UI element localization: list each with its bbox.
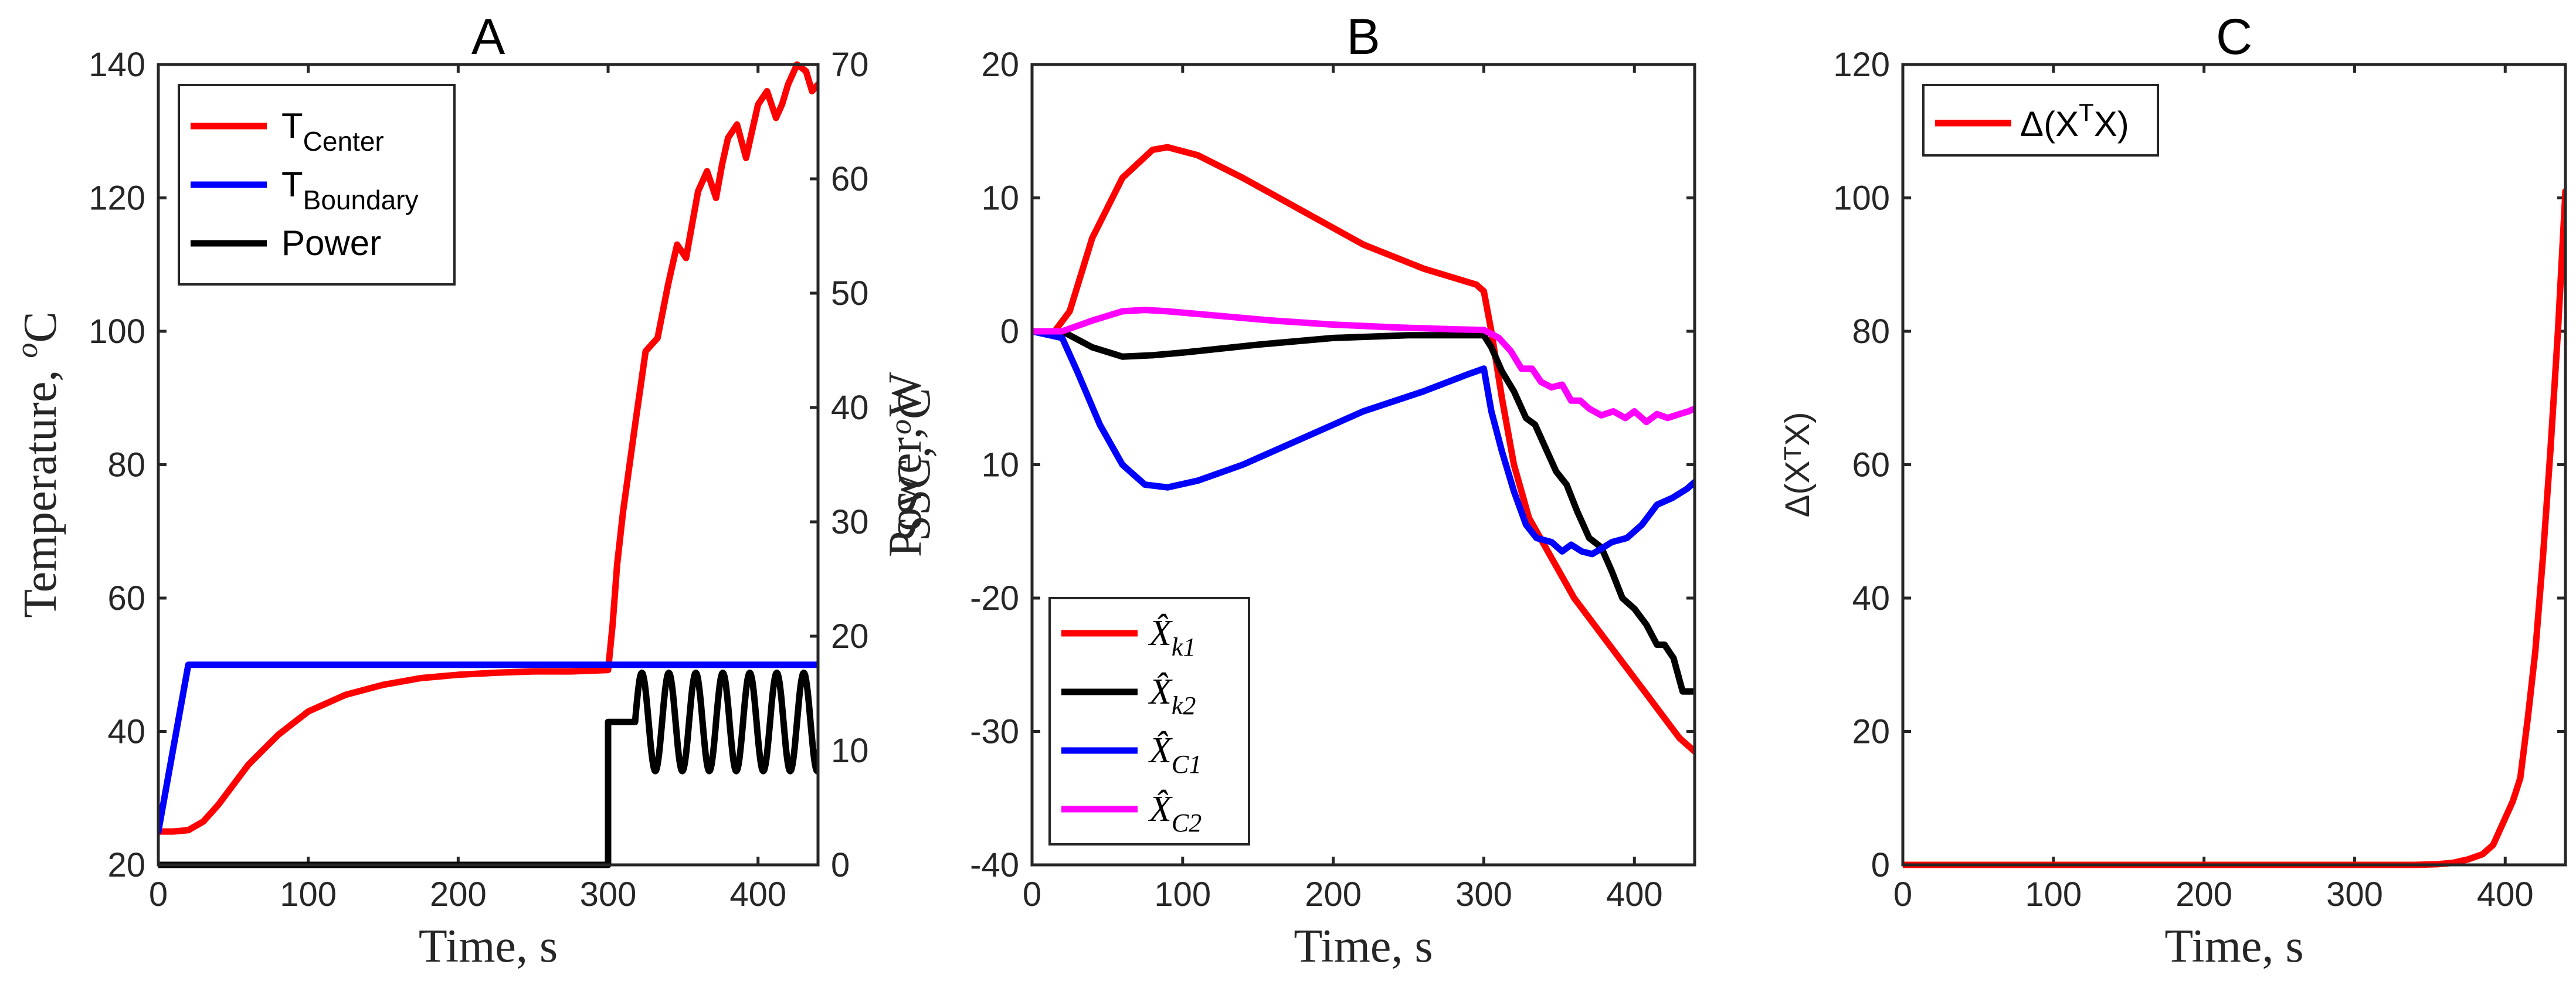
y-tick-label: 80 [107,446,145,484]
y-tick-label: 60 [107,579,145,617]
panel-a: 0 100 200 300 400 20 40 60 80 100 120 140 0 10 20 30 40 5… [11,9,931,972]
legend-label: X̂k1 [1148,613,1196,661]
legend-label: X̂C2 [1148,789,1202,837]
x-tick-label: 200 [430,875,487,914]
legend: X̂k1 X̂k2 X̂C1 X̂C2 [1048,597,1250,846]
series-line-t-center [158,61,818,835]
y-tick-label: 120 [1833,46,1890,84]
x-tick-label: 0 [149,875,168,914]
y-tick-label: 20 [981,46,1019,84]
y-tick-label: 10 [981,179,1019,218]
x-tick-label: 400 [1606,875,1663,914]
y-tick-label: 20 [107,846,145,884]
y-tick-label: 60 [1852,446,1890,484]
axes-box [1901,63,2567,867]
x-tick-label: 300 [2326,875,2383,914]
y2-axis-label: Power, W [880,372,931,557]
y-tick-label: 100 [1833,179,1890,218]
y-tick-label: -40 [970,846,1019,884]
legend-label: X̂C1 [1148,731,1202,779]
y-tick-label: 40 [107,713,145,751]
legend-box [178,84,456,286]
y2-tick-label: 0 [831,846,850,884]
y-tick-label: -30 [970,713,1019,751]
series-line-power [158,669,818,868]
x-tick-label: 100 [1154,875,1211,914]
legend: Δ(XTX) [1922,84,2159,157]
x-tick-label: 300 [1455,875,1512,914]
x-tick-label: 400 [729,875,786,914]
y-axis-label: Temperature, oC [11,311,66,617]
series-line-t-boundary [158,661,818,835]
legend-label: Power [281,223,381,263]
y-tick-label: 0 [1871,846,1890,884]
series-line-x-c2 [1032,307,1695,426]
panel-title: A [471,9,505,65]
y2-tick-label: 10 [831,732,869,770]
y-tick-label: 0 [1000,313,1019,351]
y-tick-label: 10 [981,446,1019,484]
x-tick-label: 0 [1023,875,1041,914]
x-axis-label: Time, s [419,921,558,972]
y-tick-label: -20 [970,579,1019,617]
legend-label: Δ(XTX) [2020,99,2129,144]
x-tick-label: 200 [2175,875,2232,914]
panel-c: 0 100 200 300 400 0 20 40 60 80 100 120 C Time, s Δ(Xᵀ… [1779,9,2567,972]
x-tick-label: 100 [280,875,337,914]
y2-tick-label: 40 [831,389,869,427]
x-axis-label: Time, s [2164,921,2303,972]
y2-tick-label: 60 [831,160,869,198]
x-tick-label: 200 [1305,875,1362,914]
y2-tick-label: 20 [831,617,869,656]
y-tick-label: 80 [1852,313,1890,351]
y2-tick-label: 50 [831,274,869,313]
y2-tick-label: 30 [831,503,869,541]
series-line-x-c1 [1032,328,1695,558]
y-tick-label: 40 [1852,579,1890,617]
legend-label: TBoundary [281,165,419,215]
x-tick-label: 100 [2025,875,2082,914]
x-axis-label: Time, s [1294,921,1433,972]
legend: TCenter TBoundary Power [178,84,456,286]
series-line-x-k2 [1032,328,1695,695]
legend-label: TCenter [281,106,384,157]
x-tick-label: 0 [1893,875,1912,914]
panel-title: B [1346,9,1380,65]
legend-label: X̂k2 [1148,672,1196,720]
y2-tick-label: 70 [831,46,869,84]
y-tick-label: 120 [89,179,145,218]
y-axis-label: Δ(XᵀX) [1779,412,1817,518]
plot-area [1903,64,2565,865]
axes-box [157,63,820,867]
axes-box [1030,63,1696,867]
x-tick-label: 300 [580,875,637,914]
panel-title: C [2216,9,2252,65]
x-tick-label: 400 [2477,875,2534,914]
y-tick-label: 100 [89,313,145,351]
y-tick-label: 20 [1852,713,1890,751]
y-axis-label: SSC, oC [884,388,940,542]
legend-box [1048,597,1250,846]
y-tick-label: 140 [89,46,145,84]
